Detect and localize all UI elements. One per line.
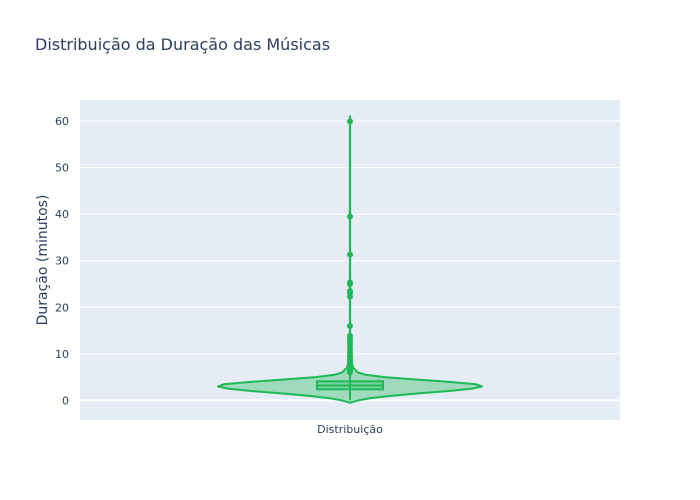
y-tick-label: 20 xyxy=(55,301,69,314)
y-axis-label: Duração (minutos) xyxy=(35,195,51,326)
y-tick-label: 0 xyxy=(62,394,69,407)
violin-trace xyxy=(217,115,483,404)
y-tick-label: 30 xyxy=(55,255,69,268)
y-axis-ticks: 0 10 20 30 40 50 60 xyxy=(55,115,69,407)
y-tick-label: 40 xyxy=(55,208,69,221)
y-tick-label: 10 xyxy=(55,348,69,361)
x-tick-label: Distribuição xyxy=(317,423,383,436)
y-tick-label: 50 xyxy=(55,162,69,175)
chart-title: Distribuição da Duração das Músicas xyxy=(35,35,330,54)
y-tick-label: 60 xyxy=(55,115,69,128)
